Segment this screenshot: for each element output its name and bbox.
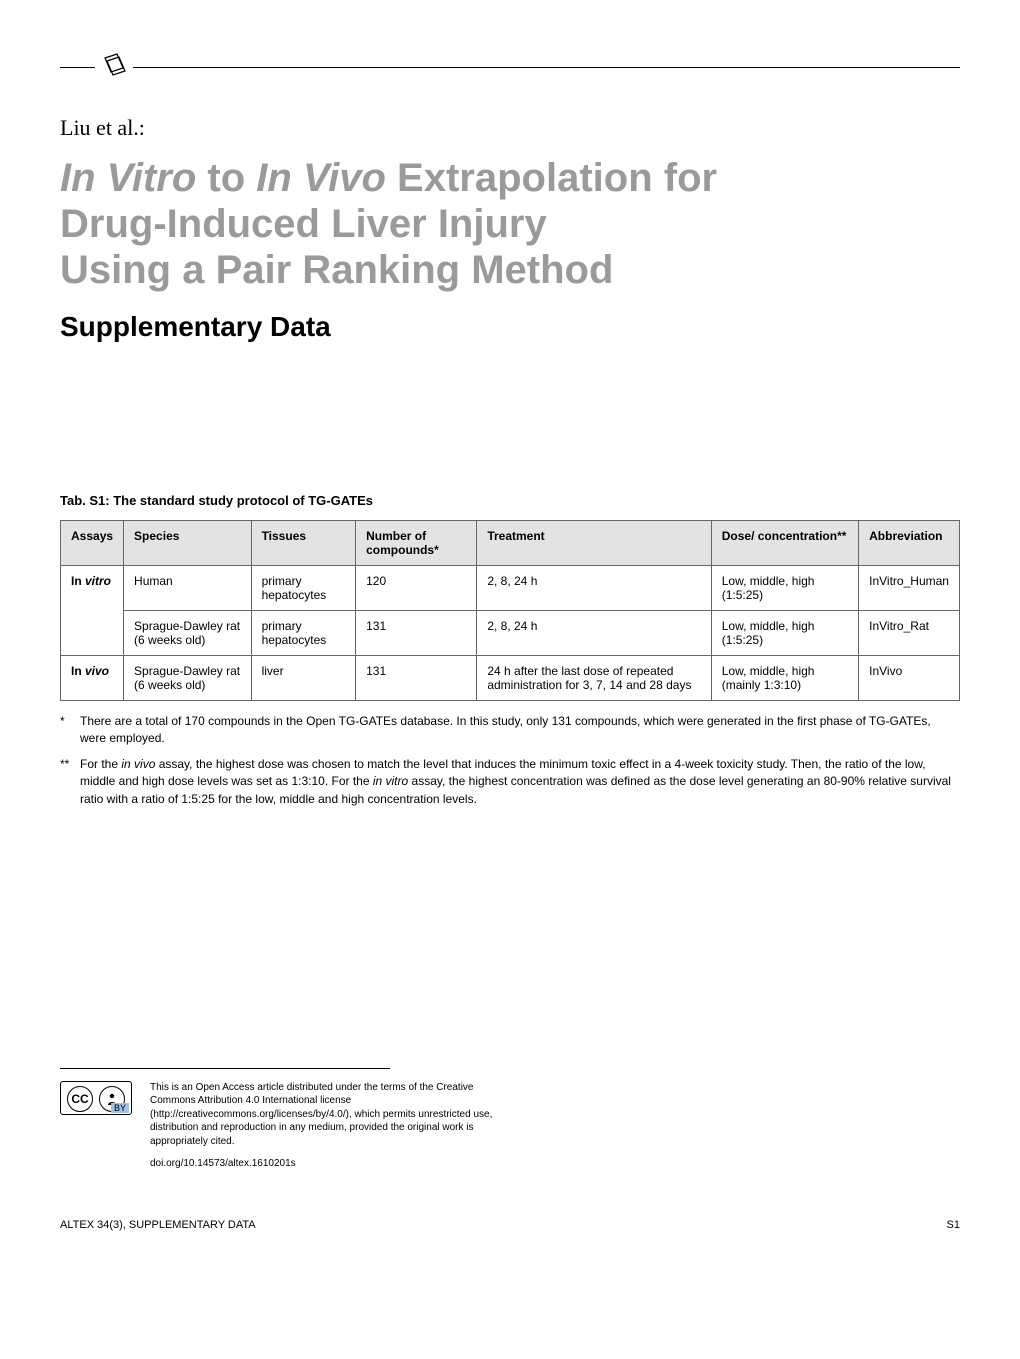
license-text: This is an Open Access article distribut… xyxy=(150,1081,500,1149)
by-label: BY xyxy=(111,1103,129,1113)
fn-seg: For the xyxy=(80,757,121,771)
cell: liver xyxy=(251,656,356,701)
col-assays: Assays xyxy=(61,521,124,566)
license-text-wrap: This is an Open Access article distribut… xyxy=(150,1081,500,1170)
supplementary-heading: Supplementary Data xyxy=(60,311,960,343)
table-header-row: Assays Species Tissues Number of compoun… xyxy=(61,521,960,566)
title-line-2: Drug-Induced Liver Injury xyxy=(60,202,547,246)
col-tissues: Tissues xyxy=(251,521,356,566)
title-end: Extrapolation for xyxy=(386,156,717,200)
cell: Sprague-Dawley rat (6 weeks old) xyxy=(124,656,252,701)
page-footer: ALTEX 34(3), SUPPLEMENTARY DATA S1 xyxy=(60,1219,960,1231)
cell-assay-invivo: In vivo xyxy=(61,656,124,701)
title-ital-2: In Vivo xyxy=(256,156,386,200)
col-abbrev: Abbreviation xyxy=(859,521,960,566)
cell-assay-invitro: In In vitrovitro xyxy=(61,566,124,656)
title-line-3: Using a Pair Ranking Method xyxy=(60,248,613,292)
table-row: In vivo Sprague-Dawley rat (6 weeks old)… xyxy=(61,656,960,701)
cell: InVitro_Rat xyxy=(859,611,960,656)
cell: 131 xyxy=(356,611,477,656)
study-protocol-table: Assays Species Tissues Number of compoun… xyxy=(60,520,960,701)
rule-right xyxy=(133,67,960,68)
table-row: Sprague-Dawley rat (6 weeks old) primary… xyxy=(61,611,960,656)
cell: 2, 8, 24 h xyxy=(477,566,711,611)
license-block: CC BY This is an Open Access article dis… xyxy=(60,1081,960,1170)
cell: Low, middle, high (1:5:25) xyxy=(711,566,858,611)
cell: primary hepatocytes xyxy=(251,611,356,656)
cell: 131 xyxy=(356,656,477,701)
footnote-1: * There are a total of 170 compounds in … xyxy=(60,713,960,748)
fn-italic: in vivo xyxy=(121,757,155,771)
cc-badge: CC BY xyxy=(60,1081,132,1125)
cc-icon: CC xyxy=(67,1086,93,1112)
title-mid: to xyxy=(196,156,256,200)
cell: 24 h after the last dose of repeated adm… xyxy=(477,656,711,701)
title-ital-1: In Vitro xyxy=(60,156,196,200)
cell: InVivo xyxy=(859,656,960,701)
col-treatment: Treatment xyxy=(477,521,711,566)
footnote-2: ** For the in vivo assay, the highest do… xyxy=(60,756,960,808)
license-divider-rule xyxy=(60,1068,390,1069)
cell: Low, middle, high (mainly 1:3:10) xyxy=(711,656,858,701)
footnotes: * There are a total of 170 compounds in … xyxy=(60,713,960,808)
footer-left: ALTEX 34(3), SUPPLEMENTARY DATA xyxy=(60,1219,256,1231)
rule-left xyxy=(60,67,95,68)
doi-line: doi.org/10.14573/altex.1610201s xyxy=(150,1158,500,1169)
paper-stack-icon xyxy=(99,50,129,85)
footnote-text: There are a total of 170 compounds in th… xyxy=(80,713,960,748)
author-line: Liu et al.: xyxy=(60,115,960,141)
cell: 120 xyxy=(356,566,477,611)
footnote-mark: ** xyxy=(60,756,80,808)
col-dose: Dose/ concentration** xyxy=(711,521,858,566)
footnote-mark: * xyxy=(60,713,80,748)
cell: primary hepatocytes xyxy=(251,566,356,611)
footer-right: S1 xyxy=(947,1219,960,1231)
cell: 2, 8, 24 h xyxy=(477,611,711,656)
cell: Sprague-Dawley rat (6 weeks old) xyxy=(124,611,252,656)
col-species: Species xyxy=(124,521,252,566)
page-title: In Vitro to In Vivo Extrapolation for Dr… xyxy=(60,155,960,293)
top-rule xyxy=(60,50,960,85)
cell: Low, middle, high (1:5:25) xyxy=(711,611,858,656)
table-caption: Tab. S1: The standard study protocol of … xyxy=(60,493,960,508)
table-row: In In vitrovitro Human primary hepatocyt… xyxy=(61,566,960,611)
footnote-text: For the in vivo assay, the highest dose … xyxy=(80,756,960,808)
cell: Human xyxy=(124,566,252,611)
cell: InVitro_Human xyxy=(859,566,960,611)
col-compounds: Number of compounds* xyxy=(356,521,477,566)
fn-italic: in vitro xyxy=(373,774,408,788)
